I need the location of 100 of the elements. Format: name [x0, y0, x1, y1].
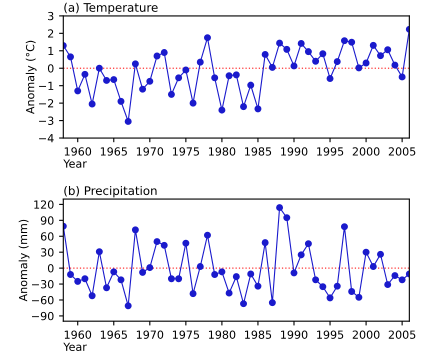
point	[290, 269, 298, 276]
y-tick-label: 1	[48, 46, 54, 56]
point	[110, 268, 118, 276]
x-tick-label: 1980	[208, 147, 236, 156]
point	[160, 49, 168, 56]
x-tick-label: 1980	[208, 330, 236, 339]
point	[391, 62, 398, 69]
point	[226, 72, 233, 80]
y-tick-label: −90	[32, 312, 54, 320]
x-tick-label: 1965	[100, 147, 127, 156]
point	[355, 64, 362, 72]
x-tick-label: 1970	[136, 147, 164, 156]
point	[319, 283, 326, 290]
point	[340, 37, 348, 44]
point	[232, 273, 240, 280]
point	[211, 271, 218, 278]
x-tick-label: 1985	[245, 330, 272, 339]
point	[132, 226, 139, 234]
point	[355, 294, 362, 301]
point	[326, 294, 334, 302]
point	[160, 242, 168, 249]
y-axis-title: Anomaly (mm)	[18, 220, 30, 302]
y-tick-label: −1	[39, 82, 54, 90]
point	[118, 276, 124, 284]
point	[218, 268, 226, 276]
point	[67, 53, 74, 60]
x-tick-label: 2000	[352, 330, 380, 339]
point	[168, 275, 175, 282]
point	[384, 46, 392, 54]
y-tick-label: −2	[39, 99, 54, 108]
point	[298, 251, 305, 258]
point	[154, 52, 160, 60]
point	[232, 71, 240, 78]
point	[326, 75, 334, 82]
point	[312, 58, 320, 65]
point	[74, 278, 82, 285]
point	[240, 103, 247, 110]
y-tick-label: 120	[34, 200, 54, 209]
y-tick-label: 30	[40, 248, 54, 257]
point	[348, 288, 356, 295]
point	[348, 38, 356, 46]
x-tick-label: 1990	[281, 147, 308, 156]
point	[304, 48, 312, 56]
point	[182, 66, 190, 74]
point	[334, 282, 341, 290]
point	[283, 46, 290, 53]
x-axis-title: Year	[63, 342, 87, 351]
y-tick-label: 0	[48, 264, 54, 273]
y-axis-title: Anomaly (°C)	[26, 40, 37, 114]
point	[175, 74, 182, 82]
x-tick-label: 1975	[172, 147, 200, 156]
point	[182, 240, 190, 247]
point	[254, 282, 262, 290]
x-tick-label: 1960	[64, 147, 92, 156]
point	[146, 264, 154, 272]
point	[211, 74, 218, 82]
y-tick-label: 60	[40, 232, 54, 241]
point	[384, 281, 392, 288]
point	[268, 299, 276, 306]
point	[67, 271, 74, 278]
point	[146, 78, 154, 85]
y-tick-label: −3	[39, 116, 54, 125]
y-tick-label: 3	[48, 12, 54, 20]
point	[118, 98, 124, 105]
point	[398, 73, 406, 80]
point	[340, 223, 348, 230]
point	[124, 302, 132, 310]
point	[88, 100, 96, 108]
point	[190, 100, 197, 107]
point	[81, 70, 88, 78]
point	[247, 270, 254, 278]
point	[370, 42, 377, 49]
point	[262, 239, 269, 246]
x-tick-label: 2005	[388, 147, 416, 156]
point	[240, 300, 247, 308]
y-tick-label: 90	[40, 216, 54, 225]
point	[196, 58, 204, 66]
point	[110, 76, 118, 84]
point	[262, 50, 269, 58]
x-tick-label: 1965	[100, 330, 127, 339]
point	[226, 290, 233, 297]
point	[124, 118, 132, 125]
point	[276, 40, 284, 47]
point	[268, 64, 276, 71]
point	[290, 62, 298, 70]
chart-title: (b) Precipitation	[64, 186, 157, 198]
point	[154, 238, 160, 246]
x-tick-label: 1995	[317, 330, 344, 339]
point	[312, 276, 320, 284]
point	[362, 60, 370, 66]
point	[254, 105, 262, 112]
y-tick-label: −60	[32, 296, 54, 304]
x-tick-label: 2005	[388, 330, 416, 339]
point	[175, 275, 182, 282]
point	[334, 58, 341, 66]
point	[398, 276, 406, 284]
x-tick-label: 1995	[317, 147, 344, 156]
x-tick-label: 1975	[172, 330, 200, 339]
point	[319, 50, 326, 58]
point	[362, 248, 370, 256]
